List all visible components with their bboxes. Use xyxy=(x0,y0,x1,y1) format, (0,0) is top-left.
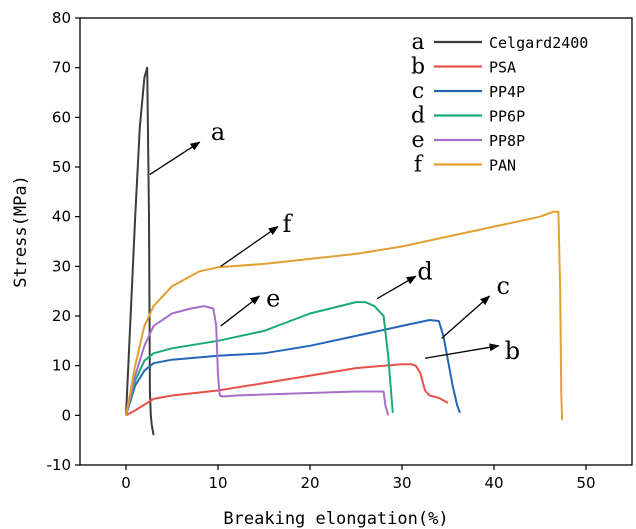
annotation-arrow-a xyxy=(149,141,201,175)
series-lines xyxy=(125,66,564,436)
legend-label-a: Celgard2400 xyxy=(489,34,588,52)
legend-key-f: f xyxy=(414,153,424,178)
plot-frame xyxy=(79,17,633,466)
legend-label-c: PP4P xyxy=(489,83,525,101)
annotation-label-c: c xyxy=(496,272,509,300)
annotation-label-a: a xyxy=(211,118,225,146)
y-tick-label: 50 xyxy=(52,158,71,176)
legend-key-d: d xyxy=(411,104,425,129)
y-tick-label: -10 xyxy=(47,456,72,474)
x-tick-label: 0 xyxy=(121,474,131,492)
legend-key-c: c xyxy=(412,79,424,104)
x-tick-label: 40 xyxy=(484,474,503,492)
y-tick-label: 40 xyxy=(52,208,71,226)
axis-ticks: 0 10 20 30 40 50 -10 0 10 20 30 40 50 60 70 80 xyxy=(47,9,596,492)
y-tick-label: 0 xyxy=(61,406,71,424)
legend-key-a: a xyxy=(411,30,424,55)
series-line-e xyxy=(125,305,390,416)
y-tick-label: 30 xyxy=(52,257,71,275)
y-tick-label: 80 xyxy=(52,9,71,27)
annotation-label-b: b xyxy=(505,337,520,365)
annotation-label-f: f xyxy=(283,210,294,238)
x-tick-label: 50 xyxy=(576,474,595,492)
annotation-label-e: e xyxy=(266,285,280,313)
legend-key-e: e xyxy=(411,128,424,153)
series-line-d xyxy=(125,301,394,416)
x-tick-label: 30 xyxy=(392,474,411,492)
series-line-f xyxy=(125,210,564,421)
y-tick-label: 20 xyxy=(52,307,71,325)
legend-label-f: PAN xyxy=(489,157,516,175)
annotation-arrow-f xyxy=(220,226,279,267)
series-line-b xyxy=(125,363,449,417)
annotation-arrow-c xyxy=(441,295,491,339)
annotation-arrow-b xyxy=(424,343,500,359)
annotation-arrow-d xyxy=(376,275,417,300)
legend-label-d: PP6P xyxy=(489,108,525,126)
y-tick-label: 60 xyxy=(52,108,71,126)
x-tick-label: 10 xyxy=(208,474,227,492)
legend-label-e: PP8P xyxy=(489,132,525,150)
y-tick-label: 10 xyxy=(52,357,71,375)
series-line-c xyxy=(125,319,461,416)
annotation-label-d: d xyxy=(417,257,432,285)
legend-key-b: b xyxy=(411,55,425,80)
series-line-a xyxy=(125,66,155,436)
y-axis-title: Stress(MPa) xyxy=(11,175,31,288)
x-tick-label: 20 xyxy=(300,474,319,492)
annotation-arrow-e xyxy=(220,295,261,327)
y-tick-label: 70 xyxy=(52,59,71,77)
x-axis-title: Breaking elongation(%) xyxy=(223,509,448,529)
legend: a Celgard2400 b PSA c PP4P d PP6P e PP8P f PAN xyxy=(411,30,588,178)
legend-label-b: PSA xyxy=(489,59,516,77)
